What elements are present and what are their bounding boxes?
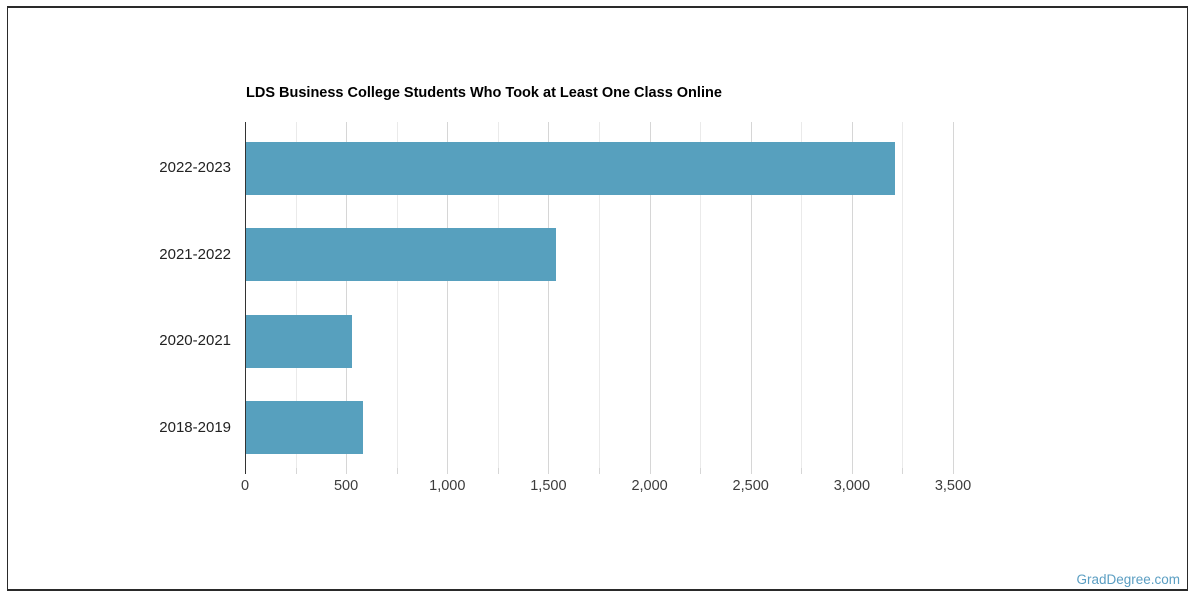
plot-area [245, 122, 954, 474]
major-gridline [548, 122, 550, 468]
x-tick-label-1,000: 1,000 [429, 478, 466, 494]
x-axis-tick [851, 468, 853, 474]
x-axis-tick [700, 468, 702, 474]
category-label-2021-2022: 2021-2022 [159, 245, 231, 263]
minor-gridline [801, 122, 803, 468]
x-axis-tick [801, 468, 803, 474]
minor-gridline [497, 122, 499, 468]
major-gridline [953, 122, 954, 468]
x-tick-label-500: 500 [333, 478, 359, 494]
bar-2022-2023 [246, 141, 896, 195]
major-gridline [447, 122, 449, 468]
x-axis-tick [649, 468, 651, 474]
x-axis-tick [599, 468, 600, 474]
x-axis-tick [750, 468, 752, 474]
major-gridline [649, 122, 651, 468]
x-axis-tick [396, 468, 398, 474]
x-tick-label-1,500: 1,500 [530, 478, 567, 494]
x-tick-label-3,500: 3,500 [934, 478, 972, 494]
watermark-link[interactable]: GradDegree.com [1076, 572, 1180, 587]
x-tick-label-2,000: 2,000 [631, 478, 668, 494]
x-axis-tick [447, 468, 449, 474]
bar-2021-2022 [246, 228, 556, 282]
minor-gridline [700, 122, 702, 468]
minor-gridline [295, 122, 297, 468]
y-axis-line [245, 122, 246, 474]
chart-title: LDS Business College Students Who Took a… [246, 85, 722, 101]
x-tick-label-0: 0 [240, 478, 250, 494]
x-axis-tick [548, 468, 550, 474]
minor-gridline [902, 122, 904, 468]
x-axis-tick [346, 468, 348, 474]
minor-gridline [599, 122, 600, 468]
major-gridline [346, 122, 348, 468]
x-axis-tick [295, 468, 297, 474]
category-label-2018-2019: 2018-2019 [159, 418, 231, 436]
x-axis-tick [953, 468, 954, 474]
category-label-2022-2023: 2022-2023 [159, 159, 231, 177]
bar-2018-2019 [246, 401, 364, 455]
major-gridline [851, 122, 853, 468]
minor-gridline [396, 122, 398, 468]
x-axis-tick [497, 468, 499, 474]
x-axis-tick [902, 468, 904, 474]
category-label-2020-2021: 2020-2021 [159, 332, 231, 350]
major-gridline [750, 122, 752, 468]
bar-2020-2021 [246, 314, 353, 368]
x-tick-label-3,000: 3,000 [833, 478, 871, 494]
x-tick-label-2,500: 2,500 [732, 478, 769, 494]
